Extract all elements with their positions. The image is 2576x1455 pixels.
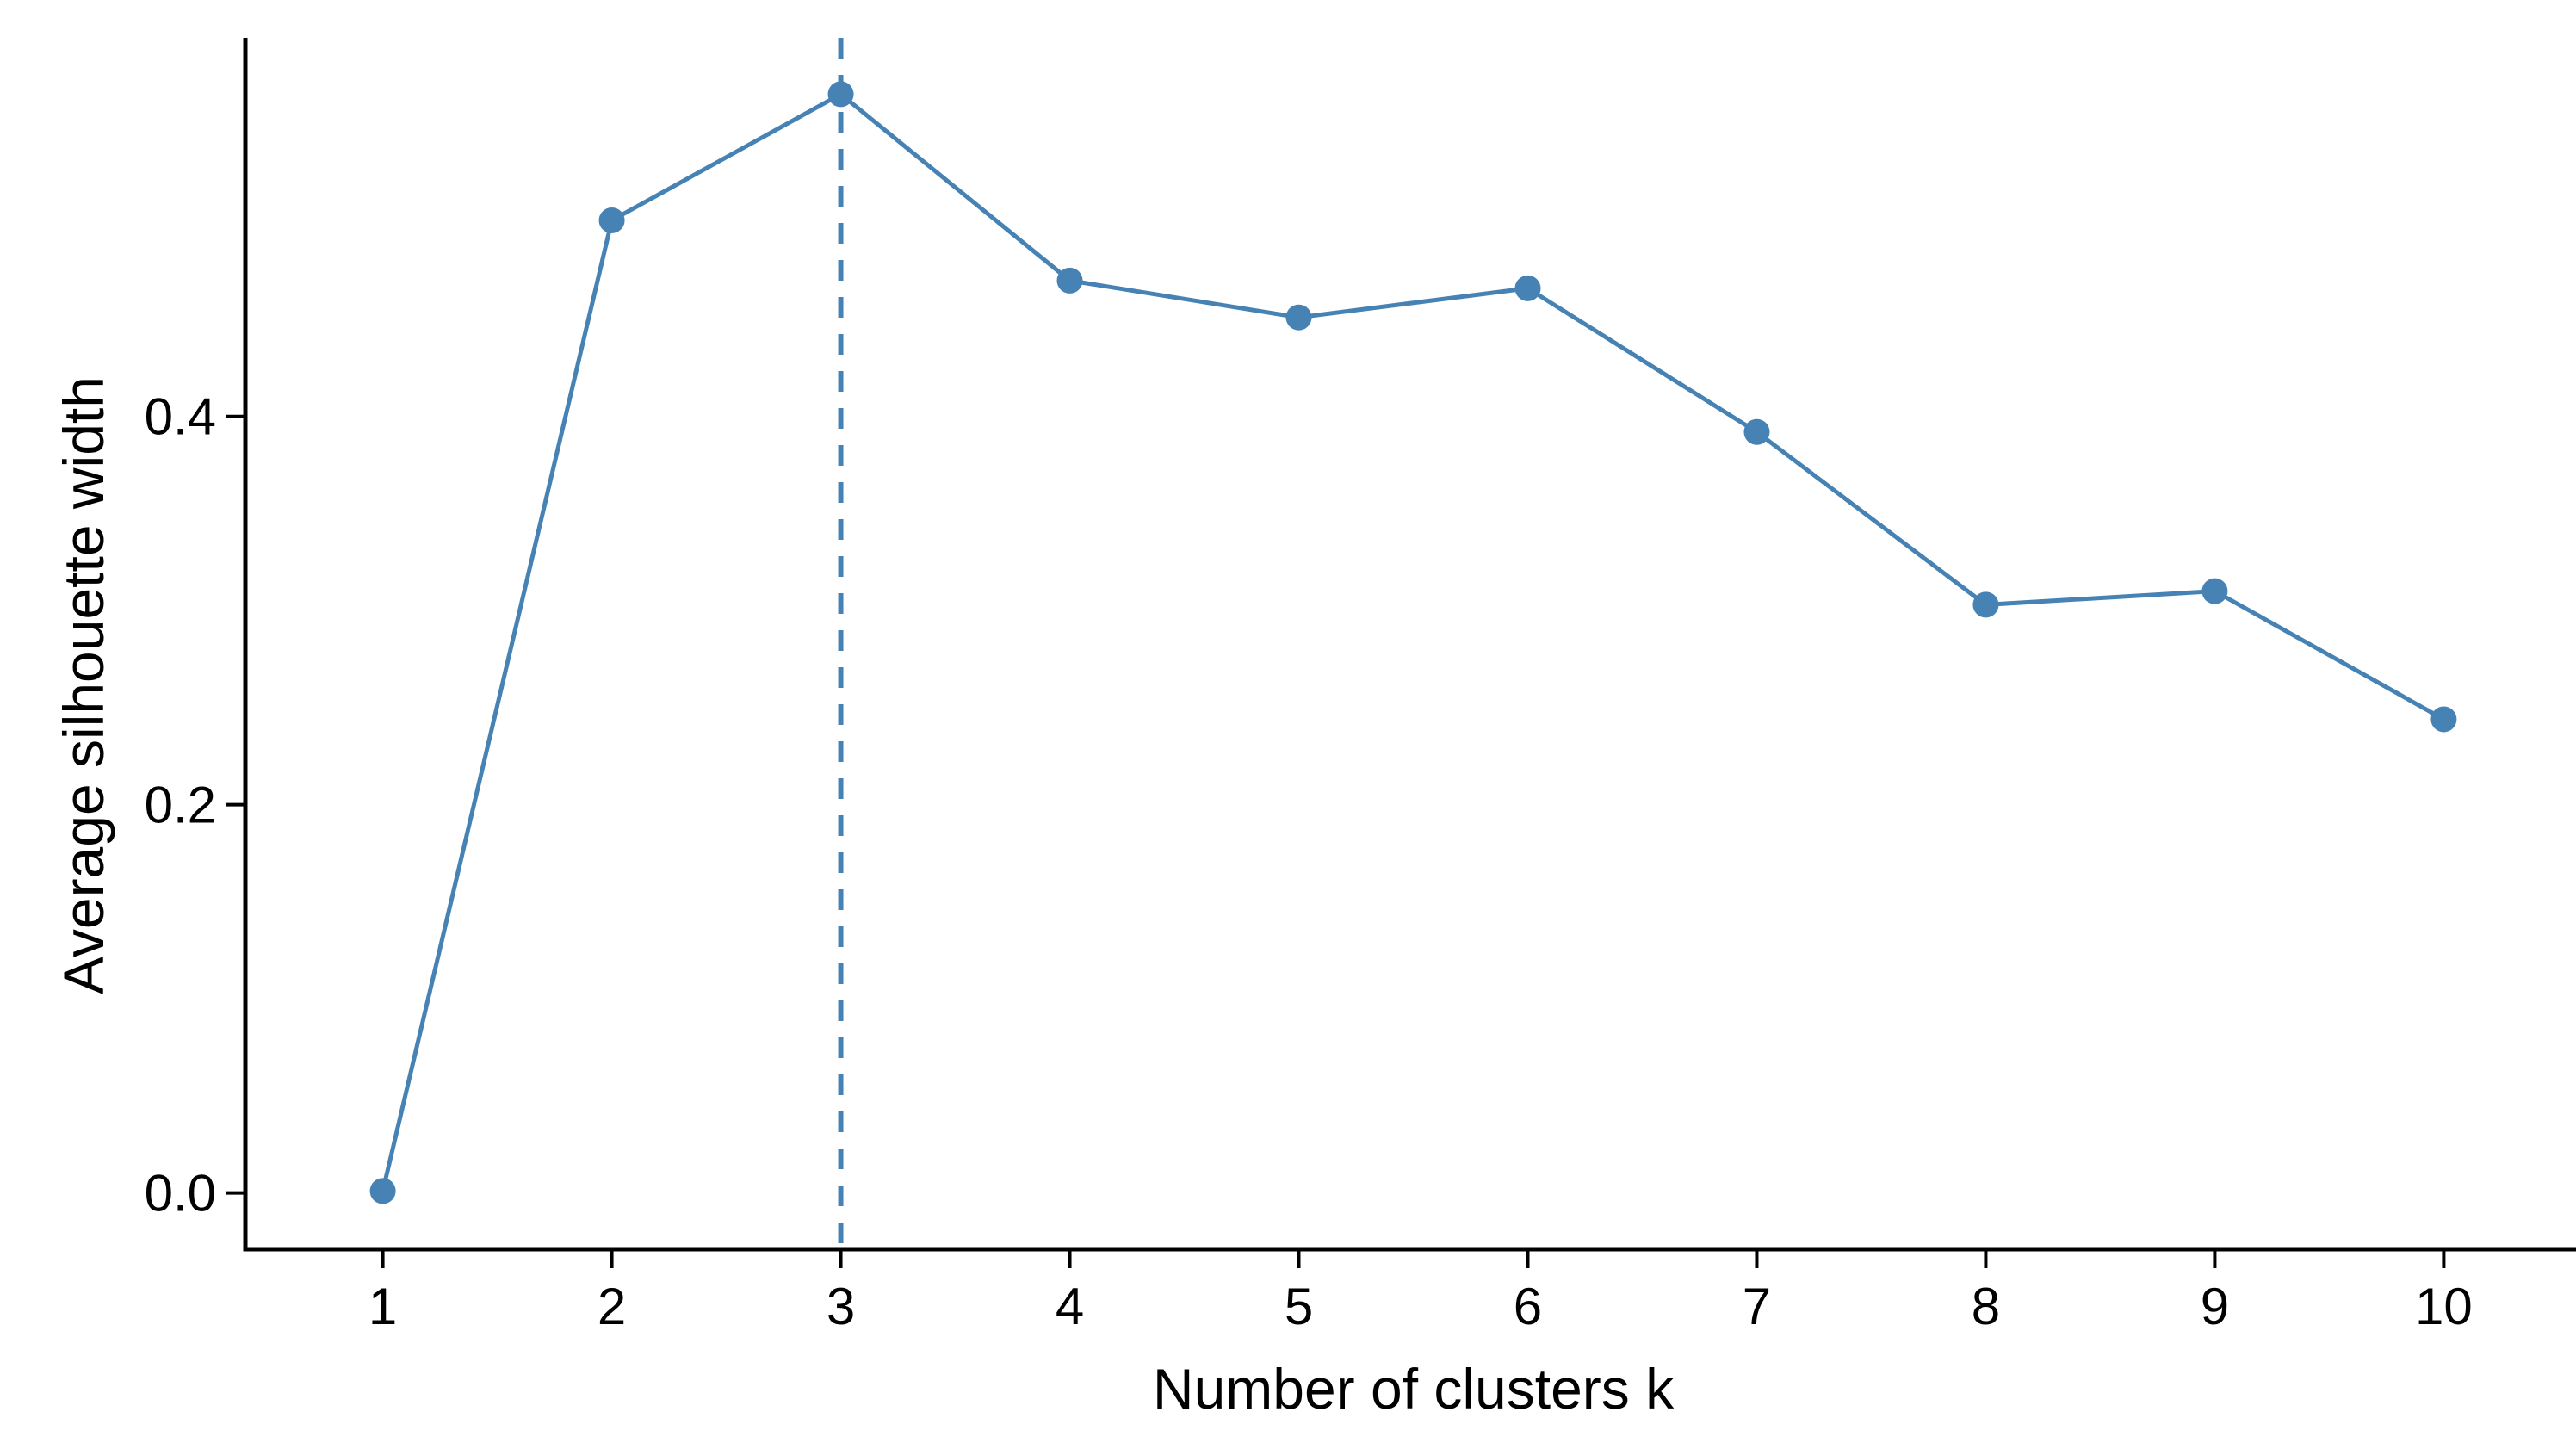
x-axis-title: Number of clusters k	[1153, 1357, 1675, 1421]
data-point-k5	[1285, 304, 1312, 331]
silhouette-width-chart: 0.0 0.2 0.4 1 2 3 4 5 6 7 8 9 10 Number of clusters k…	[34, 14, 2576, 1441]
data-point-k10	[2430, 706, 2457, 733]
x-tick-label: 4	[1056, 1278, 1084, 1335]
x-tick-label: 6	[1514, 1278, 1542, 1335]
data-point-k7	[1743, 418, 1770, 445]
x-tick-label: 10	[2415, 1278, 2473, 1335]
y-tick-label: 0.2	[145, 777, 216, 834]
x-tick-label: 9	[2201, 1278, 2229, 1335]
x-tick-label: 7	[1743, 1278, 1771, 1335]
x-tick-label: 5	[1285, 1278, 1313, 1335]
data-point-k8	[1972, 591, 1999, 618]
data-point-k9	[2201, 578, 2228, 604]
x-tick-label: 2	[598, 1278, 626, 1335]
data-point-k4	[1056, 267, 1083, 294]
x-tick-label: 8	[1972, 1278, 2000, 1335]
data-point-k1	[369, 1178, 396, 1204]
data-point-k6	[1514, 275, 1541, 301]
y-tick-label: 0.0	[145, 1165, 216, 1223]
x-tick-label: 3	[827, 1278, 855, 1335]
data-point-k3	[827, 81, 854, 108]
x-tick-label: 1	[368, 1278, 397, 1335]
chart-canvas: 0.0 0.2 0.4 1 2 3 4 5 6 7 8 9 10 Number of clusters k…	[52, 38, 2576, 1421]
y-axis-title: Average silhouette width	[52, 376, 115, 994]
series-line	[381, 91, 2445, 1192]
data-point-k2	[598, 207, 625, 233]
y-tick-label: 0.4	[145, 388, 216, 446]
